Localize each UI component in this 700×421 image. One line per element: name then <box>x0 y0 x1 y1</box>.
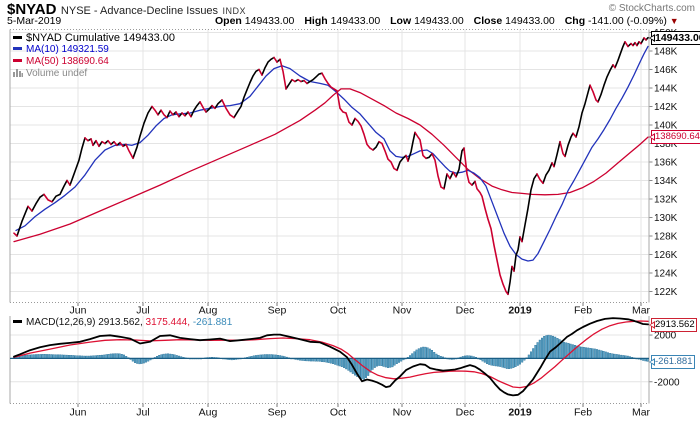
x-axis-month-label: Jun <box>70 407 87 419</box>
date-label: 5-Mar-2019 <box>7 15 62 27</box>
main-y-tick-label: 148K <box>654 47 678 58</box>
open-label: Open <box>215 15 242 27</box>
x-axis-month-label: Dec <box>456 305 475 317</box>
axes: 150K148K146K144K142K140K138K136K134K132K… <box>9 28 680 419</box>
main-price-plot <box>13 36 649 296</box>
symbol-name: NYSE - Advance-Decline Issues <box>60 5 219 17</box>
legend-price-label: $NYAD Cumulative 149433.00 <box>26 32 175 44</box>
main-y-tick-label: 136K <box>654 158 678 169</box>
main-y-tick-label: 130K <box>654 213 678 224</box>
macd-legend-label: MACD(12,26,9) <box>26 317 96 328</box>
legend-volume-row: Volume undef <box>13 68 175 80</box>
high-label: High <box>304 15 328 27</box>
main-legend: $NYAD Cumulative 149433.00 MA(10) 149321… <box>13 32 175 80</box>
x-axis-month-label: 2019 <box>508 407 532 419</box>
x-axis-month-label: Feb <box>574 407 592 419</box>
main-y-tick-label: 146K <box>654 65 678 76</box>
legend-ma10-row: MA(10) 149321.59 <box>13 44 175 56</box>
high-value: 149433.00 <box>330 15 381 27</box>
x-axis-month-label: Oct <box>330 305 346 317</box>
chart-header: $NYAD NYSE - Advance-Decline Issues INDX <box>7 1 246 19</box>
macd-hist-value: -261.881 <box>192 317 233 328</box>
change-down-triangle-icon[interactable]: ▼ <box>669 16 679 26</box>
main-y-tick-label: 134K <box>654 176 678 187</box>
main-y-tick-label: 142K <box>654 102 678 113</box>
price-line-swatch-icon <box>13 35 22 39</box>
volume-bars-icon <box>13 69 23 77</box>
x-axis-month-label: 2019 <box>508 305 532 317</box>
x-axis-month-label: Sep <box>268 305 287 317</box>
macd-value: 2913.562, <box>98 317 143 328</box>
chg-label: Chg <box>564 15 586 27</box>
x-axis-month-label: Aug <box>199 407 218 419</box>
x-axis-month-label: Jun <box>70 305 87 317</box>
x-axis-month-label: Feb <box>574 305 592 317</box>
low-label: Low <box>390 15 412 27</box>
ma50-line-swatch-icon <box>13 58 22 62</box>
macd-signal-value: 3175.444, <box>145 317 191 328</box>
close-value: 149433.00 <box>505 15 555 27</box>
x-axis-month-label: Dec <box>456 407 475 419</box>
legend-ma10-label: MA(10) 149321.59 <box>26 44 109 55</box>
ma50-value-tag: 138690.64 <box>649 130 700 144</box>
main-y-tick-label: 140K <box>654 121 678 132</box>
main-y-tick-label: 128K <box>654 232 678 243</box>
x-axis-month-label: Jul <box>136 407 149 419</box>
main-y-tick-label: 122K <box>654 287 678 298</box>
gridlines <box>10 29 649 404</box>
legend-price-row: $NYAD Cumulative 149433.00 <box>13 32 175 44</box>
x-axis-month-label: Nov <box>393 305 412 317</box>
last-price-tag: 149433.00 <box>649 31 700 45</box>
x-axis-month-label: Jul <box>136 305 149 317</box>
macd-histogram <box>12 334 649 380</box>
close-label: Close <box>473 15 503 27</box>
main-y-tick-label: 124K <box>654 269 678 280</box>
main-y-tick-label: 126K <box>654 250 678 261</box>
macd-y-tick-label: 2000 <box>654 331 677 342</box>
main-y-tick-label: 132K <box>654 195 678 206</box>
x-axis-month-label: Sep <box>268 407 287 419</box>
legend-ma50-label: MA(50) 138690.64 <box>26 56 109 67</box>
macd-plot <box>10 317 649 397</box>
symbol-label: $NYAD <box>7 1 57 18</box>
open-value: 149433.00 <box>244 15 295 27</box>
macd-y-tick-label: -2000 <box>654 377 680 388</box>
low-value: 149433.00 <box>414 15 464 27</box>
macd-hist-value-tag: -261.881 <box>649 355 695 369</box>
ohlc-row: Open 149433.00 High 149433.00 Low 149433… <box>208 15 679 27</box>
x-axis-month-label: Nov <box>393 407 412 419</box>
legend-volume-label: Volume undef <box>26 68 88 79</box>
main-y-tick-label: 144K <box>654 84 678 95</box>
x-axis-month-label: Aug <box>199 305 218 317</box>
macd-line-swatch-icon <box>13 319 22 323</box>
x-axis-month-label: Mar <box>632 407 651 419</box>
macd-legend: MACD(12,26,9) 2913.562, 3175.444, -261.8… <box>13 317 232 328</box>
x-axis-month-label: Mar <box>632 305 651 317</box>
macd-value-tag: 2913.562 <box>649 318 697 332</box>
x-axis-month-label: Oct <box>330 407 346 419</box>
ma10-line-swatch-icon <box>13 46 22 50</box>
main-y-tick-label: 138K <box>654 139 678 150</box>
copyright-label: © StockCharts.com <box>608 3 695 14</box>
legend-ma50-row: MA(50) 138690.64 <box>13 56 175 68</box>
chg-value: -141.00 (-0.09%) <box>588 15 667 27</box>
symbol-type: INDX <box>222 6 247 16</box>
